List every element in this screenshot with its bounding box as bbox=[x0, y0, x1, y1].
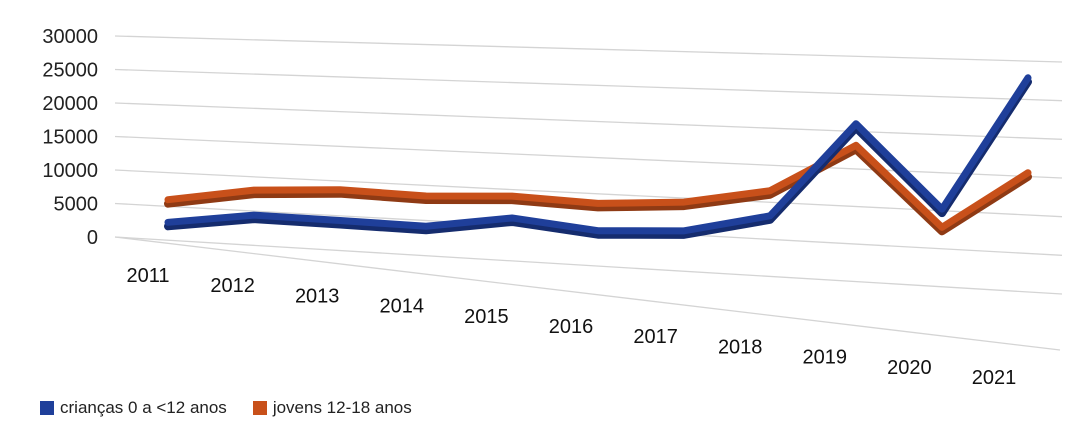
series-2-point bbox=[941, 226, 943, 229]
y-tick-label: 5000 bbox=[54, 194, 99, 216]
y-tick-label: 15000 bbox=[42, 127, 98, 149]
series-2-point bbox=[167, 198, 169, 201]
gridline-25000 bbox=[114, 68, 1063, 102]
legend-label-series-2: jovens 12-18 anos bbox=[272, 398, 412, 417]
gridline-0 bbox=[114, 236, 1063, 295]
x-tick-label: 2021 bbox=[972, 367, 1017, 389]
x-tick-label: 2011 bbox=[126, 265, 169, 287]
y-tick-label: 30000 bbox=[42, 26, 98, 48]
series-1-point bbox=[855, 122, 857, 125]
series-2-point bbox=[597, 202, 599, 205]
series-1-point bbox=[253, 214, 255, 217]
x-tick-label: 2012 bbox=[210, 275, 255, 297]
series-1-point bbox=[1027, 76, 1029, 79]
legend-swatch-series-2 bbox=[252, 401, 267, 415]
y-tick-label: 20000 bbox=[42, 93, 98, 115]
series-1-point bbox=[167, 221, 169, 224]
series-2-point bbox=[1027, 171, 1029, 174]
x-tick-label: 2019 bbox=[803, 347, 848, 369]
series-2-point bbox=[769, 189, 771, 192]
x-axis-tick-labels: 2011 2012 2013 2014 2015 2016 2017 2018 2019 2020… bbox=[126, 265, 1016, 389]
legend-item-series-1: crianças 0 a <12 anos bbox=[40, 398, 227, 418]
series-1-point bbox=[339, 219, 341, 222]
y-tick-label: 25000 bbox=[42, 60, 98, 82]
series-1-point bbox=[683, 229, 685, 232]
x-tick-label: 2018 bbox=[718, 336, 763, 358]
y-tick-label: 10000 bbox=[42, 160, 98, 182]
gridline-10000 bbox=[114, 169, 1063, 218]
legend-swatch-series-1 bbox=[40, 401, 54, 415]
gridline-30000 bbox=[114, 35, 1063, 63]
x-tick-label: 2016 bbox=[549, 316, 594, 338]
gridline-20000 bbox=[114, 102, 1063, 140]
legend-label-series-1: crianças 0 a <12 anos bbox=[60, 398, 227, 417]
series-2-point bbox=[425, 195, 427, 198]
x-tick-label: 2013 bbox=[295, 285, 340, 307]
gridline-15000 bbox=[114, 135, 1063, 179]
series-1-point bbox=[425, 225, 427, 228]
gridlines bbox=[114, 35, 1063, 351]
series-1-point bbox=[941, 208, 943, 211]
legend: crianças 0 a <12 anos jovens 12-18 anos bbox=[40, 398, 412, 418]
series-2-point bbox=[855, 144, 857, 147]
series-1-point bbox=[597, 229, 599, 232]
series-2-point bbox=[511, 195, 513, 198]
legend-item-series-2: jovens 12-18 anos bbox=[252, 398, 412, 418]
x-tick-label: 2014 bbox=[380, 296, 425, 318]
series-lines bbox=[164, 74, 1032, 239]
series-2-point bbox=[253, 189, 255, 192]
series-1-point bbox=[511, 216, 513, 219]
floor-edge bbox=[114, 236, 1061, 351]
series-1-point bbox=[769, 214, 771, 217]
x-tick-label: 2020 bbox=[887, 357, 932, 379]
series-2-point bbox=[683, 201, 685, 204]
y-tick-label: 0 bbox=[87, 227, 98, 249]
x-tick-label: 2015 bbox=[464, 306, 509, 328]
x-tick-label: 2017 bbox=[633, 326, 678, 348]
series-2-point bbox=[339, 188, 341, 191]
y-axis-tick-labels: 0 5000 10000 15000 20000 25000 30000 bbox=[42, 26, 98, 249]
